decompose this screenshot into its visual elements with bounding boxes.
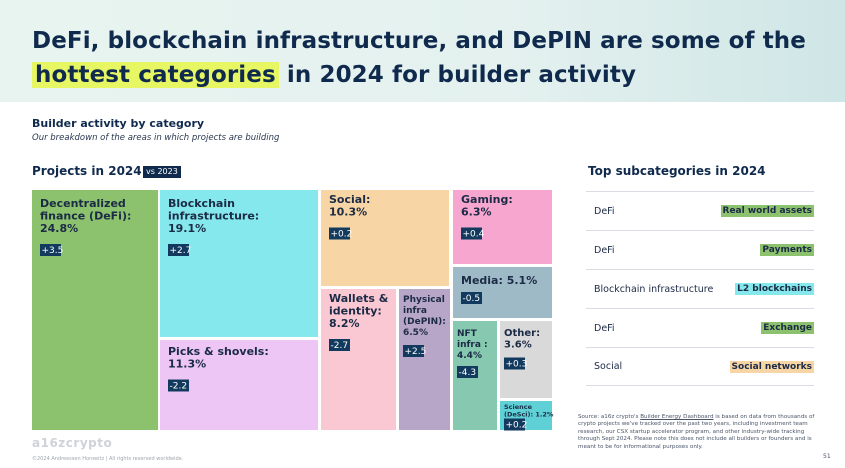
row-category: DeFi bbox=[594, 205, 615, 217]
delta-badge-label: +0.3 bbox=[506, 360, 528, 370]
row-category: DeFi bbox=[594, 322, 615, 334]
treemap-tile-label: infra : bbox=[457, 340, 488, 350]
delta-badge-bg bbox=[504, 418, 525, 431]
row-category: DeFi bbox=[594, 244, 615, 256]
treemap-tile-label: Media: 5.1% bbox=[461, 274, 537, 287]
treemap-tile-label: infra bbox=[403, 306, 427, 316]
delta-badge-bg bbox=[329, 227, 350, 240]
treemap-tile-label: Picks & shovels: bbox=[168, 345, 269, 358]
subcategory-row: Blockchain infrastructure L2 blockchains bbox=[586, 269, 814, 308]
treemap-tile-label: Wallets & bbox=[329, 292, 389, 305]
subcategory-row: DeFi Real world assets bbox=[586, 191, 814, 230]
delta-badge-label: -0.5 bbox=[463, 294, 481, 304]
delta-badge-label: +3.5 bbox=[42, 246, 64, 256]
source-suffix: is based on data from thousands of crypt… bbox=[578, 414, 815, 450]
treemap-tile: Other:3.6% +0.3 bbox=[500, 321, 552, 398]
row-category: Blockchain infrastructure bbox=[594, 283, 714, 295]
subcategory-row: Social Social networks bbox=[586, 347, 814, 386]
treemap-tile-label: finance (DeFi): bbox=[40, 210, 131, 223]
treemap-tile: Gaming:6.3% +0.4 bbox=[453, 190, 552, 264]
delta-badge-bg bbox=[40, 244, 61, 256]
treemap-tile-label: NFT bbox=[457, 329, 478, 339]
treemap-tile-label: Other: bbox=[504, 328, 540, 339]
treemap-tile-label: (DeSci): 1.2% bbox=[504, 411, 554, 419]
subcategories-title: Top subcategories in 2024 bbox=[588, 164, 766, 178]
row-subcategory: Exchange bbox=[761, 322, 814, 334]
row-subcategory: Payments bbox=[760, 244, 814, 256]
chart-title: Projects in 2024 bbox=[32, 164, 142, 178]
source-link[interactable]: Builder Energy Dashboard bbox=[640, 414, 714, 420]
delta-badge-label: -2.7 bbox=[331, 341, 349, 351]
source-note: Source: a16z crypto's Builder Energy Das… bbox=[578, 414, 823, 451]
treemap-tile-rect bbox=[321, 289, 396, 430]
treemap-tile-rect bbox=[32, 190, 158, 430]
delta-badge-label: +2.5 bbox=[405, 347, 427, 357]
treemap-tile: Science(DeSci): 1.2% +0.2 bbox=[500, 401, 554, 431]
section-subtitle: Our breakdown of the areas in which proj… bbox=[32, 133, 280, 143]
row-category: Social bbox=[594, 361, 623, 372]
page-number: 51 bbox=[823, 453, 831, 460]
headline-line2: in 2024 for builder activity bbox=[278, 62, 637, 88]
subcategories-table: DeFi Real world assets DeFi Payments Blo… bbox=[586, 191, 814, 386]
row-subcategory: Social networks bbox=[729, 360, 814, 373]
treemap-tile-rect bbox=[160, 190, 318, 337]
headline-line1: DeFi, blockchain infrastructure, and DeP… bbox=[32, 28, 806, 54]
treemap-tile-label: Science bbox=[504, 403, 533, 411]
treemap-tile-label: identity: bbox=[329, 305, 382, 318]
delta-badge-label: +0.4 bbox=[463, 230, 485, 240]
treemap-tile-label: 6.5% bbox=[403, 328, 428, 338]
treemap-tile: Picks & shovels:11.3% -2.2 bbox=[160, 340, 318, 430]
treemap-tile-label: Gaming: bbox=[461, 193, 513, 206]
treemap-tile-rect bbox=[453, 190, 552, 264]
section-title: Builder activity by category bbox=[32, 117, 205, 130]
treemap-tile-label: 10.3% bbox=[329, 206, 367, 219]
headline-highlight: hottest categories bbox=[32, 62, 279, 88]
row-subcategory: L2 blockchains bbox=[735, 283, 814, 295]
row-subcategory: Real world assets bbox=[720, 205, 814, 217]
delta-badge-label: -4.3 bbox=[459, 368, 477, 378]
treemap-tile: Media: 5.1% -0.5 bbox=[453, 267, 552, 318]
treemap-tile-label: Decentralized bbox=[40, 197, 126, 210]
treemap-tile-label: 11.3% bbox=[168, 358, 206, 371]
treemap-tile-rect bbox=[399, 289, 450, 430]
delta-badge-bg bbox=[168, 379, 189, 392]
delta-badge-label: -2.2 bbox=[170, 382, 188, 392]
treemap-tile-label: Blockchain bbox=[168, 197, 235, 210]
delta-badge-bg bbox=[329, 339, 350, 351]
treemap-tile-label: infrastructure: bbox=[168, 210, 259, 223]
treemap-tile-label: 4.4% bbox=[457, 351, 482, 361]
delta-badge-bg bbox=[461, 292, 482, 304]
treemap-tile-label: 19.1% bbox=[168, 222, 206, 235]
delta-badge-bg bbox=[457, 366, 478, 378]
delta-badge-label: +0.2 bbox=[506, 421, 528, 431]
treemap-tile-label: 24.8% bbox=[40, 222, 78, 235]
a16z-crypto-logo: a16zcrypto bbox=[32, 436, 113, 450]
treemap-tile: Social:10.3% +0.2 bbox=[321, 190, 449, 286]
comparison-badge: vs 2023 bbox=[143, 166, 181, 178]
subcategory-row: DeFi Payments bbox=[586, 230, 814, 269]
delta-badge-bg bbox=[168, 244, 189, 256]
treemap-tile-label: Physical bbox=[403, 295, 445, 305]
delta-badge-label: +2.7 bbox=[170, 246, 192, 256]
page-title: DeFi, blockchain infrastructure, and DeP… bbox=[32, 24, 806, 92]
treemap-tile-label: 8.2% bbox=[329, 317, 360, 330]
treemap-tile: Wallets &identity:8.2% -2.7 bbox=[321, 289, 396, 430]
delta-badge-bg bbox=[504, 357, 525, 370]
treemap-tile-label: 6.3% bbox=[461, 206, 492, 219]
treemap-tile-label: Social: bbox=[329, 193, 370, 206]
delta-badge-label: +0.2 bbox=[331, 230, 353, 240]
treemap-tile-label: (DePIN): bbox=[403, 317, 446, 327]
delta-badge-bg bbox=[403, 345, 424, 357]
treemap-tile-label: 3.6% bbox=[504, 340, 532, 351]
source-prefix: Source: a16z crypto's bbox=[578, 414, 641, 420]
copyright-footer: ©2024 Andreessen Horowitz | All rights r… bbox=[32, 456, 184, 462]
subcategory-row: DeFi Exchange bbox=[586, 308, 814, 347]
delta-badge-bg bbox=[461, 227, 482, 240]
